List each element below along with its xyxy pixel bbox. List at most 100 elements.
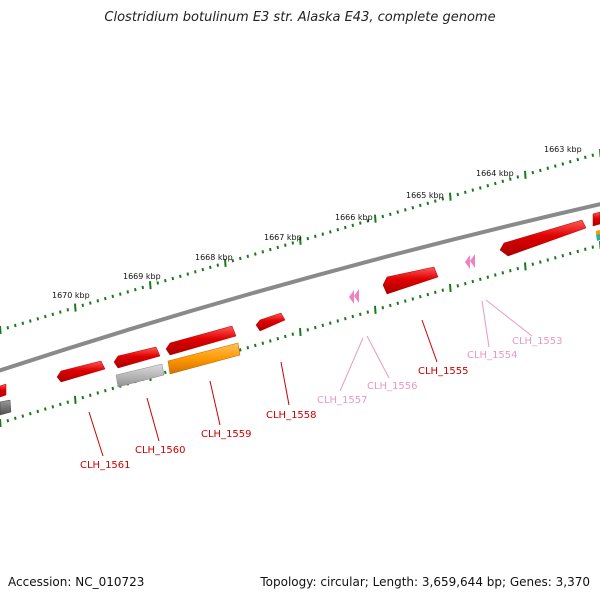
minor-tick: [464, 281, 467, 286]
minor-tick: [291, 332, 295, 336]
major-tick: [524, 262, 527, 271]
minor-tick: [434, 290, 437, 295]
minor-tick: [96, 391, 100, 395]
minor-tick: [239, 348, 242, 352]
inner-scale-ticks: [0, 241, 600, 428]
minor-tick: [366, 310, 370, 314]
minor-tick: [336, 228, 340, 232]
minor-tick: [269, 247, 272, 252]
minor-tick: [314, 325, 317, 330]
minor-tick: [291, 241, 295, 245]
minor-tick: [276, 245, 280, 250]
scale-label-1663: 1663 kbp: [544, 145, 582, 154]
gene-label-clh1561[interactable]: CLH_1561: [80, 460, 131, 471]
minor-tick: [66, 400, 70, 404]
minor-tick: [561, 253, 565, 258]
minor-tick: [104, 296, 107, 301]
minor-tick: [156, 281, 160, 285]
gene-bar-teal[interactable]: [596, 233, 600, 241]
major-tick: [0, 325, 2, 335]
gene-arrow[interactable]: [0, 383, 7, 398]
minor-tick: [336, 319, 340, 323]
gene-arrow[interactable]: [113, 346, 161, 369]
gene-arrow[interactable]: [255, 312, 286, 332]
minor-tick: [494, 181, 497, 186]
minor-tick: [591, 153, 595, 157]
gene-label-clh1553[interactable]: CLH_1553: [512, 336, 563, 347]
gene-bar-orange[interactable]: [167, 342, 241, 375]
minor-tick: [584, 155, 587, 160]
minor-tick: [239, 256, 242, 261]
minor-tick: [539, 260, 542, 264]
minor-tick: [246, 254, 250, 258]
gene-label-clh1557[interactable]: CLH_1557: [317, 395, 368, 406]
gene-label-clh1556[interactable]: CLH_1556: [367, 381, 418, 392]
minor-tick: [441, 288, 445, 292]
gene-arrow[interactable]: [165, 325, 237, 356]
scale-label-1668: 1668 kbp: [195, 253, 233, 262]
minor-tick: [351, 314, 355, 319]
minor-tick: [254, 343, 257, 348]
gene-arrow[interactable]: [592, 211, 600, 227]
gene-label-clh1559[interactable]: CLH_1559: [201, 429, 252, 440]
major-tick: [224, 258, 227, 267]
gene-bar-dark[interactable]: [0, 399, 12, 416]
minor-tick: [569, 251, 572, 256]
pink-chevrons-1554[interactable]: [465, 254, 475, 269]
minor-tick: [344, 316, 347, 321]
minor-tick: [539, 168, 542, 173]
minor-tick: [14, 416, 17, 421]
minor-tick: [171, 276, 175, 281]
major-tick: [449, 192, 452, 201]
minor-tick: [396, 301, 400, 305]
minor-tick: [359, 312, 362, 316]
minor-tick: [66, 308, 70, 312]
gene-label-clh1555[interactable]: CLH_1555: [418, 366, 469, 377]
minor-tick: [179, 274, 182, 278]
minor-tick: [389, 303, 392, 308]
gene-label-clh1554[interactable]: CLH_1554: [467, 350, 518, 361]
gene-label-clh1558[interactable]: CLH_1558: [266, 410, 317, 421]
minor-tick: [111, 294, 115, 299]
minor-tick: [456, 284, 460, 288]
minor-tick: [531, 170, 535, 175]
gene-bar-orange-edge[interactable]: [596, 230, 600, 235]
minor-tick: [21, 414, 25, 418]
minor-tick: [6, 418, 10, 423]
gene-bar-gray[interactable]: [115, 363, 165, 388]
gene-arrow[interactable]: [382, 266, 439, 295]
minor-tick: [81, 303, 85, 308]
minor-tick: [426, 201, 430, 205]
major-tick: [374, 214, 377, 223]
minor-tick: [509, 268, 512, 273]
minor-tick: [269, 339, 272, 343]
minor-tick: [141, 285, 145, 290]
minor-tick: [576, 249, 580, 254]
minor-tick: [486, 184, 490, 188]
minor-tick: [186, 272, 190, 276]
minor-tick: [516, 266, 520, 271]
scale-label-1666: 1666 kbp: [335, 213, 373, 222]
gene-label-clh1560[interactable]: CLH_1560: [135, 445, 186, 456]
gene-arrow[interactable]: [56, 360, 106, 383]
pink-chevrons-1557[interactable]: [349, 289, 359, 304]
minor-tick: [216, 263, 220, 267]
minor-tick: [554, 164, 557, 168]
major-tick: [74, 303, 77, 312]
minor-tick: [164, 370, 167, 375]
gene-arrow[interactable]: [499, 219, 587, 257]
minor-tick: [546, 258, 550, 262]
minor-tick: [119, 292, 122, 296]
minor-tick: [404, 299, 407, 303]
minor-tick: [51, 312, 55, 316]
minor-tick: [44, 407, 47, 411]
minor-tick: [276, 336, 280, 341]
minor-tick: [261, 250, 265, 254]
minor-tick: [254, 252, 257, 256]
scale-label-1667: 1667 kbp: [264, 233, 302, 242]
minor-tick: [209, 265, 212, 270]
minor-tick: [419, 295, 422, 299]
minor-tick: [231, 259, 235, 263]
minor-tick: [359, 221, 362, 225]
minor-tick: [96, 299, 100, 303]
